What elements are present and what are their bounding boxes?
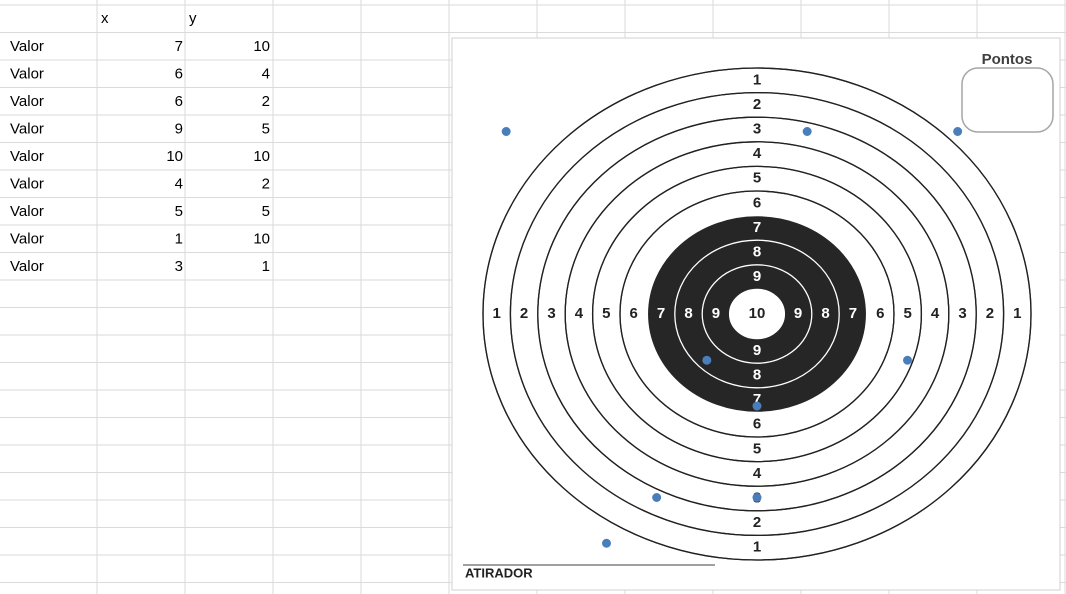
ring-label: 5 — [602, 305, 610, 322]
y-cell: 5 — [262, 120, 270, 137]
x-cell: 4 — [175, 175, 183, 192]
x-cell: 7 — [175, 38, 183, 55]
column-header: x — [101, 10, 109, 27]
shooter-label: ATIRADOR — [465, 565, 533, 580]
point — [903, 355, 912, 365]
y-cell: 5 — [262, 203, 270, 220]
ring-label: 6 — [876, 305, 884, 322]
y-cell: 10 — [253, 230, 270, 247]
ring-label: 8 — [753, 243, 761, 260]
ring-label: 1 — [493, 305, 501, 322]
ring-label: 2 — [986, 305, 994, 322]
ring-label: 1 — [1013, 305, 1021, 322]
x-cell: 1 — [175, 230, 183, 247]
score-label: Pontos — [982, 51, 1033, 68]
ring-label: 4 — [931, 305, 940, 322]
point — [702, 355, 712, 365]
point — [953, 127, 963, 136]
x-cell: 10 — [166, 148, 183, 165]
ring-label: 5 — [753, 440, 761, 457]
ring-label: 2 — [520, 305, 528, 322]
y-cell: 4 — [262, 65, 270, 82]
row-label: Valor — [10, 148, 44, 165]
ring-outline — [537, 116, 977, 512]
ring-label: 5 — [753, 170, 761, 187]
row-label: Valor — [10, 65, 44, 82]
x-cell: 9 — [175, 120, 183, 137]
ring-label: 9 — [712, 305, 720, 322]
row-label: Valor — [10, 258, 44, 275]
ring-label: 1 — [753, 71, 761, 88]
row-label: Valor — [10, 230, 44, 247]
ring-label: 7 — [849, 305, 857, 322]
ring-label: 5 — [904, 305, 912, 322]
ring-label: 6 — [753, 416, 761, 433]
ring-label: 9 — [753, 342, 761, 359]
ring-label: 2 — [753, 514, 761, 531]
chart[interactable]: 11112222333344445555666677778888999910 P… — [451, 37, 1061, 591]
y-cell: 10 — [253, 38, 270, 55]
ring-label: 6 — [753, 194, 761, 211]
sheet-cells: x y Valor 7 10 Valor 6 4 Valor 6 2 Valor 9 5 Valor 10 10… — [10, 10, 270, 275]
ring-label: 4 — [753, 465, 762, 482]
ring-label: 4 — [575, 305, 584, 322]
column-header: y — [189, 10, 197, 27]
ring-label: 3 — [753, 120, 761, 137]
ring-label: 3 — [958, 305, 966, 322]
x-cell: 6 — [175, 93, 183, 110]
ring-label: 7 — [657, 305, 665, 322]
y-cell: 2 — [262, 175, 270, 192]
row-label: Valor — [10, 175, 44, 192]
row-label: Valor — [10, 120, 44, 137]
ring-label: 8 — [753, 366, 761, 383]
x-cell: 6 — [175, 65, 183, 82]
target-image: 11112222333344445555666677778888999910 — [482, 67, 1032, 561]
ring-label: 6 — [630, 305, 638, 322]
y-cell: 10 — [253, 148, 270, 165]
ring-outline — [619, 190, 895, 438]
ring-label: 9 — [753, 268, 761, 285]
ring-outline — [509, 91, 1005, 537]
ring-label: 3 — [547, 305, 555, 322]
ring-label: 1 — [753, 539, 761, 556]
ring-label: 8 — [684, 305, 692, 322]
x-cell: 5 — [175, 203, 183, 220]
ring — [701, 264, 813, 364]
ring-label: 7 — [753, 391, 761, 408]
x-cell: 3 — [175, 258, 183, 275]
row-label: Valor — [10, 93, 44, 110]
point — [501, 127, 511, 136]
point — [652, 493, 662, 502]
ring-label: 8 — [821, 305, 829, 322]
scatter-points — [501, 127, 963, 548]
ring-label: 7 — [753, 219, 761, 236]
point — [752, 493, 762, 502]
ring — [674, 239, 840, 389]
row-label: Valor — [10, 203, 44, 220]
ring-label: 10 — [749, 305, 766, 322]
score-box — [961, 67, 1054, 133]
point — [752, 401, 762, 411]
ring — [728, 288, 786, 340]
y-cell: 1 — [262, 258, 270, 275]
point — [602, 538, 611, 548]
y-cell: 2 — [262, 93, 270, 110]
ring-outline — [591, 165, 923, 463]
ring-label: 2 — [753, 96, 761, 113]
ring-outline — [482, 67, 1032, 561]
ring-label: 9 — [794, 305, 802, 322]
ring-outline — [564, 141, 950, 487]
row-label: Valor — [10, 38, 44, 55]
point — [802, 127, 812, 136]
ring-label: 4 — [753, 145, 762, 162]
